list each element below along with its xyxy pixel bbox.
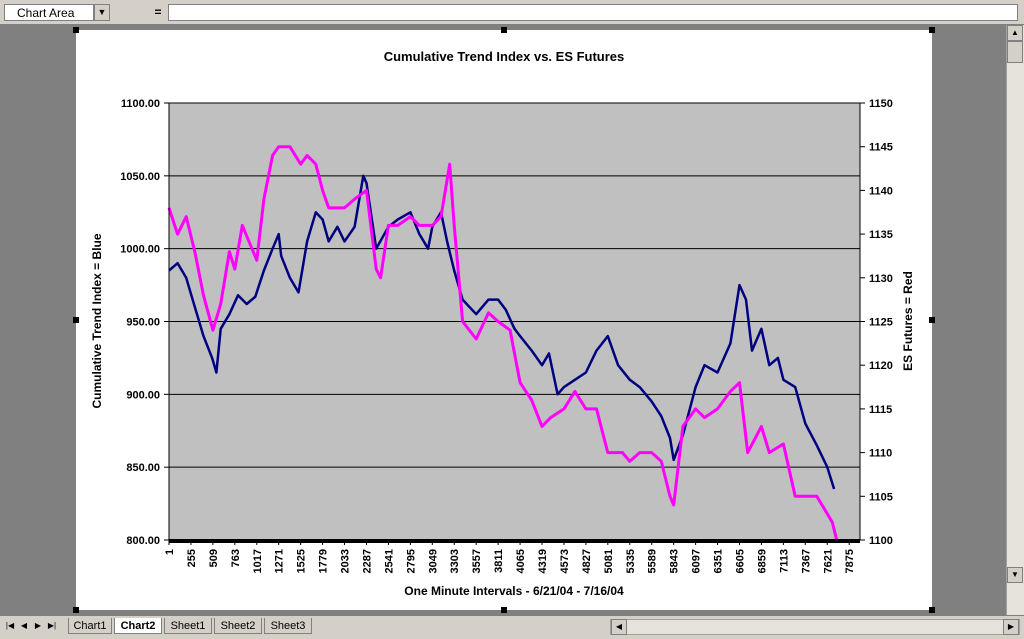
series-line-trend-index: [168, 174, 836, 490]
series-group: [167, 145, 839, 541]
y-axis-right-label: ES Futures = Red: [901, 271, 915, 371]
x-tick-label: 6859: [756, 549, 768, 573]
selection-handle[interactable]: [501, 27, 507, 33]
x-tick-label: 763: [230, 549, 242, 567]
y-right-tick-label: 1105: [869, 491, 893, 503]
x-tick-label: 4065: [515, 549, 527, 573]
x-axis: 1 255 509 763 1017 1271 1525 1779 2033 2287 2541 27…: [164, 539, 860, 573]
y-axis-left: 1100.00 1050.00 1000.00 950.00 900.00 850.00 8…: [120, 98, 170, 547]
x-tick-label: 1271: [274, 549, 286, 573]
chart-title: Cumulative Trend Index vs. ES Futures: [384, 49, 625, 64]
y-right-tick-label: 1125: [869, 317, 893, 329]
tab-sheet1[interactable]: Sheet1: [164, 618, 212, 634]
x-tick-label: 2033: [340, 549, 352, 573]
x-tick-label: 7875: [844, 549, 856, 573]
y-left-tick-label: 950.00: [126, 317, 160, 329]
scroll-up-icon[interactable]: ▲: [1007, 25, 1023, 41]
x-tick-label: 255: [186, 549, 198, 567]
y-left-tick-label: 850.00: [126, 462, 160, 474]
x-tick-label: 7621: [822, 549, 834, 573]
y-left-tick-label: 800.00: [126, 535, 160, 547]
x-tick-label: 3811: [493, 549, 505, 573]
selection-handle[interactable]: [73, 317, 79, 323]
scroll-down-icon[interactable]: ▼: [1007, 567, 1023, 583]
x-tick-label: 3303: [449, 549, 461, 573]
x-tick-label: 509: [208, 549, 220, 567]
name-box[interactable]: Chart Area: [4, 4, 94, 21]
y-right-tick-label: 1140: [869, 185, 893, 197]
y-right-tick-label: 1150: [869, 98, 893, 110]
selection-handle[interactable]: [929, 607, 935, 613]
y-right-tick-label: 1145: [869, 142, 893, 154]
x-tick-label: 7367: [800, 549, 812, 573]
x-tick-label: 6351: [713, 549, 725, 573]
formula-equals-button[interactable]: =: [154, 5, 162, 19]
scroll-left-icon[interactable]: ◀: [611, 619, 627, 635]
scroll-thumb[interactable]: [1007, 41, 1023, 63]
x-tick-label: 2287: [361, 549, 373, 573]
y-right-tick-label: 1115: [869, 404, 892, 416]
x-axis-label: One Minute Intervals - 6/21/04 - 7/16/04: [404, 584, 624, 598]
x-tick-label: 5335: [625, 549, 637, 573]
y-left-tick-label: 1050.00: [120, 171, 160, 183]
tab-chart2[interactable]: Chart2: [114, 618, 162, 634]
x-tick-label: 6097: [691, 549, 703, 573]
vertical-scrollbar[interactable]: ▲ ▼: [1006, 25, 1024, 615]
selection-handle[interactable]: [73, 607, 79, 613]
x-tick-label: 5843: [669, 549, 681, 573]
y-right-tick-label: 1135: [869, 229, 893, 241]
y-left-tick-label: 900.00: [126, 389, 160, 401]
formula-bar-input[interactable]: [168, 4, 1018, 21]
series-line-es-futures: [167, 145, 839, 541]
last-sheet-icon[interactable]: ▶|: [47, 621, 57, 630]
x-tick-label: 4573: [559, 549, 571, 573]
selection-handle[interactable]: [73, 27, 79, 33]
tab-sheet3[interactable]: Sheet3: [264, 618, 312, 634]
y-left-tick-label: 1000.00: [120, 244, 160, 256]
x-tick-label: 2795: [405, 549, 417, 573]
x-tick-label: 4827: [581, 549, 593, 573]
x-tick-label: 1017: [252, 549, 264, 573]
tab-chart1[interactable]: Chart1: [68, 618, 112, 634]
horizontal-scrollbar[interactable]: ◀ ▶: [610, 619, 1020, 635]
x-tick-label: 5589: [647, 549, 659, 573]
selection-handle[interactable]: [501, 607, 507, 613]
x-tick-label: 3557: [471, 549, 483, 573]
x-tick-label: 7113: [778, 549, 790, 573]
chevron-down-icon[interactable]: ▼: [94, 4, 110, 21]
x-tick-label: 4319: [537, 549, 549, 573]
y-right-tick-label: 1100: [869, 535, 893, 547]
y-right-tick-label: 1130: [869, 273, 893, 285]
x-axis-line: [169, 539, 860, 543]
x-tick-label: 1525: [296, 549, 308, 573]
x-tick-label: 1779: [318, 549, 330, 573]
x-tick-label: 5081: [603, 549, 615, 573]
selection-handle[interactable]: [929, 27, 935, 33]
y-axis-right: 1150 1145 1140 1135 1130 1125 1120 1115 1110 1105…: [859, 98, 893, 547]
tab-sheet2[interactable]: Sheet2: [214, 618, 262, 634]
prev-sheet-icon[interactable]: ◀: [20, 621, 28, 630]
sheet-tab-bar: |◀ ◀ ▶ ▶| Chart1 Chart2 Sheet1 Sheet2 Sh…: [0, 615, 1024, 639]
x-tick-label: 3049: [427, 549, 439, 573]
y-left-tick-label: 1100.00: [121, 98, 160, 110]
formula-toolbar: Chart Area ▼ =: [0, 0, 1024, 25]
first-sheet-icon[interactable]: |◀: [5, 621, 15, 630]
next-sheet-icon[interactable]: ▶: [34, 621, 42, 630]
x-tick-label: 2541: [383, 549, 395, 573]
y-right-tick-label: 1110: [869, 448, 892, 460]
y-right-tick-label: 1120: [869, 360, 893, 372]
y-axis-left-label: Cumulative Trend Index = Blue: [90, 233, 104, 408]
x-tick-label: 1: [164, 549, 176, 555]
selection-handle[interactable]: [929, 317, 935, 323]
x-tick-label: 6605: [734, 549, 746, 573]
scroll-right-icon[interactable]: ▶: [1003, 619, 1019, 635]
